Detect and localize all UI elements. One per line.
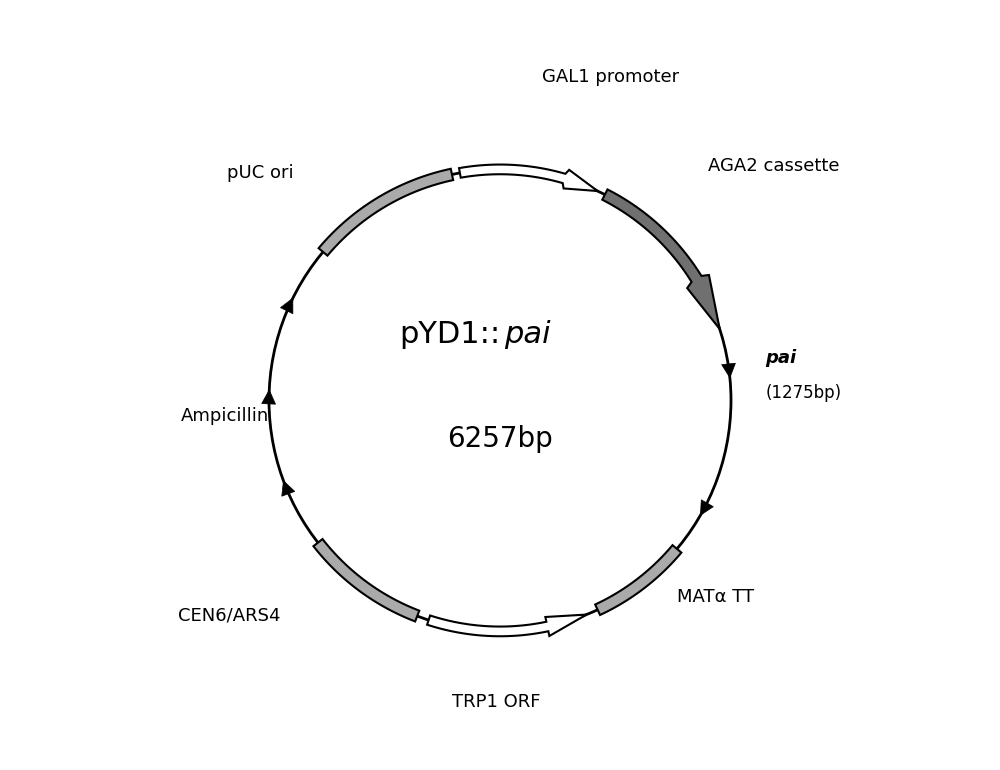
Polygon shape (262, 390, 276, 404)
Text: AGA2 cassette: AGA2 cassette (708, 156, 839, 175)
Polygon shape (459, 165, 598, 191)
Polygon shape (700, 500, 713, 515)
Polygon shape (722, 363, 735, 378)
Text: pai: pai (766, 349, 797, 367)
Text: pUC ori: pUC ori (227, 164, 293, 182)
Text: pai: pai (504, 320, 550, 350)
Text: MATα TT: MATα TT (677, 588, 754, 606)
Polygon shape (313, 539, 419, 621)
Polygon shape (282, 480, 295, 496)
Text: CEN6/ARS4: CEN6/ARS4 (178, 607, 281, 625)
Text: Ampicillin: Ampicillin (180, 407, 269, 425)
Polygon shape (595, 545, 681, 615)
Text: pYD1::: pYD1:: (399, 320, 500, 350)
Text: GAL1 promoter: GAL1 promoter (542, 68, 679, 86)
Text: TRP1 ORF: TRP1 ORF (452, 693, 540, 711)
Polygon shape (280, 298, 293, 313)
Polygon shape (602, 189, 720, 329)
Polygon shape (427, 614, 587, 636)
Polygon shape (319, 169, 453, 256)
Text: (1275bp): (1275bp) (766, 383, 842, 402)
Text: 6257bp: 6257bp (447, 425, 553, 453)
